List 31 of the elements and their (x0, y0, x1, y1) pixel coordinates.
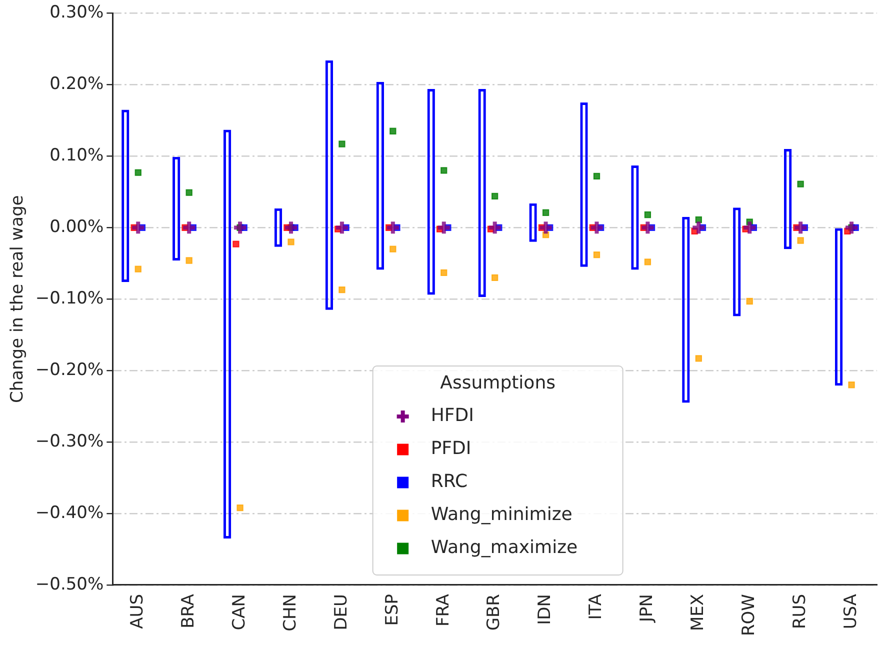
x-tick-label: RUS (790, 594, 810, 630)
legend-label: Wang_minimize (430, 504, 572, 526)
x-tick-label: ESP (382, 594, 402, 626)
y-tick-label: −0.40% (35, 502, 104, 523)
x-tick-label: ITA (586, 594, 606, 620)
y-tick-label: 0.20% (50, 74, 104, 94)
legend-label: Wang_maximize (430, 537, 578, 558)
y-tick-label: −0.50% (35, 574, 104, 594)
x-tick-label: IDN (535, 594, 556, 625)
y-axis-title: Change in the real wage (8, 195, 28, 404)
x-tick-label: CAN (229, 594, 250, 630)
y-tick-label: 0.30% (50, 2, 104, 23)
x-tick-label: GBR (484, 594, 504, 631)
legend-label: HFDI (430, 405, 474, 426)
x-tick-label: BRA (178, 594, 199, 628)
legend-label: PFDI (430, 438, 472, 460)
x-tick-label: CHN (280, 594, 300, 632)
y-tick-label: −0.10% (35, 288, 104, 309)
x-tick-label: MEX (688, 594, 708, 632)
y-tick-label: −0.30% (35, 431, 104, 452)
legend-label: RRC (430, 471, 468, 492)
x-tick-label: DEU (331, 594, 352, 630)
x-tick-label: ROW (739, 594, 760, 636)
legend-title: Assumptions (440, 372, 556, 394)
y-tick-label: 0.10% (50, 146, 104, 166)
x-tick-label: JPN (637, 594, 658, 623)
x-tick-label: USA (840, 594, 861, 630)
y-tick-label: 0.00% (50, 217, 104, 238)
x-tick-label: AUS (128, 594, 148, 629)
x-tick-label: FRA (433, 594, 454, 627)
y-tick-label: −0.20% (35, 360, 104, 380)
